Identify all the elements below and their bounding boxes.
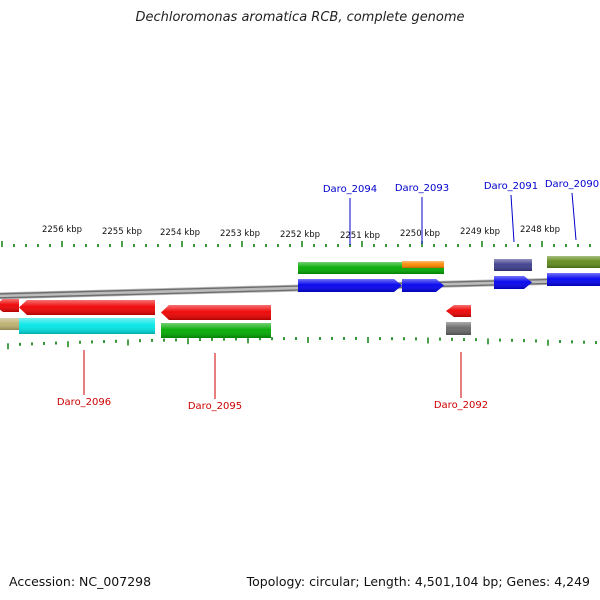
accession-label: Accession: NC_007298 <box>9 574 152 589</box>
gene-label-daro-2091[interactable]: Daro_2091 <box>484 181 538 243</box>
forward-cds-feature[interactable] <box>298 279 402 292</box>
svg-text:Daro_2094: Daro_2094 <box>323 184 377 195</box>
scale-label: 2248 kbp <box>520 225 560 235</box>
reverse-gene-feature[interactable] <box>446 322 471 335</box>
scale-label: 2249 kbp <box>460 227 500 237</box>
topology-summary: Topology: circular; Length: 4,501,104 bp… <box>246 574 590 589</box>
gene-features <box>0 256 600 338</box>
forward-gene-feature[interactable] <box>547 256 600 268</box>
reverse-cds-feature[interactable] <box>19 300 155 315</box>
scale-label: 2250 kbp <box>400 229 440 239</box>
scale-label: 2255 kbp <box>102 227 142 237</box>
reverse-cds-feature[interactable] <box>161 305 271 320</box>
scale-label: 2251 kbp <box>340 231 380 241</box>
gene-label-daro-2090[interactable]: Daro_2090 <box>545 179 599 241</box>
scale-labels: 2256 kbp 2255 kbp 2254 kbp 2253 kbp 2252 kbp… <box>42 225 560 241</box>
gene-label-daro-2092[interactable]: Daro_2092 <box>434 352 488 411</box>
reverse-cds-feature[interactable] <box>446 305 471 317</box>
genome-title: Dechloromonas aromatica RCB, complete ge… <box>135 10 465 25</box>
scale-label: 2256 kbp <box>42 225 82 235</box>
gene-label-daro-2095[interactable]: Daro_2095 <box>188 353 242 412</box>
reverse-gene-feature[interactable] <box>19 318 155 334</box>
gene-label-daro-2093[interactable]: Daro_2093 <box>395 183 449 244</box>
scale-ticks <box>1 241 597 350</box>
forward-gene-feature[interactable] <box>402 261 444 268</box>
reverse-cds-feature[interactable] <box>0 299 19 312</box>
scale-label: 2252 kbp <box>280 230 320 240</box>
scale-label: 2253 kbp <box>220 229 260 239</box>
forward-cds-feature[interactable] <box>494 276 532 289</box>
svg-text:Daro_2092: Daro_2092 <box>434 400 488 411</box>
gene-label-daro-2094[interactable]: Daro_2094 <box>323 184 377 245</box>
gene-label-daro-2096[interactable]: Daro_2096 <box>57 350 111 408</box>
scale-label: 2254 kbp <box>160 228 200 238</box>
svg-text:Daro_2091: Daro_2091 <box>484 181 538 192</box>
reverse-gene-feature[interactable] <box>0 318 19 330</box>
svg-text:Daro_2096: Daro_2096 <box>57 397 111 408</box>
forward-gene-feature[interactable] <box>494 259 532 271</box>
forward-cds-feature[interactable] <box>402 279 444 292</box>
gene-labels[interactable]: Daro_2094 Daro_2093 Daro_2091 Daro_2090 Daro… <box>57 179 599 412</box>
reverse-gene-feature[interactable] <box>161 323 271 338</box>
svg-text:Daro_2093: Daro_2093 <box>395 183 449 194</box>
forward-cds-feature[interactable] <box>547 273 600 286</box>
svg-text:Daro_2095: Daro_2095 <box>188 401 242 412</box>
svg-text:Daro_2090: Daro_2090 <box>545 179 599 190</box>
